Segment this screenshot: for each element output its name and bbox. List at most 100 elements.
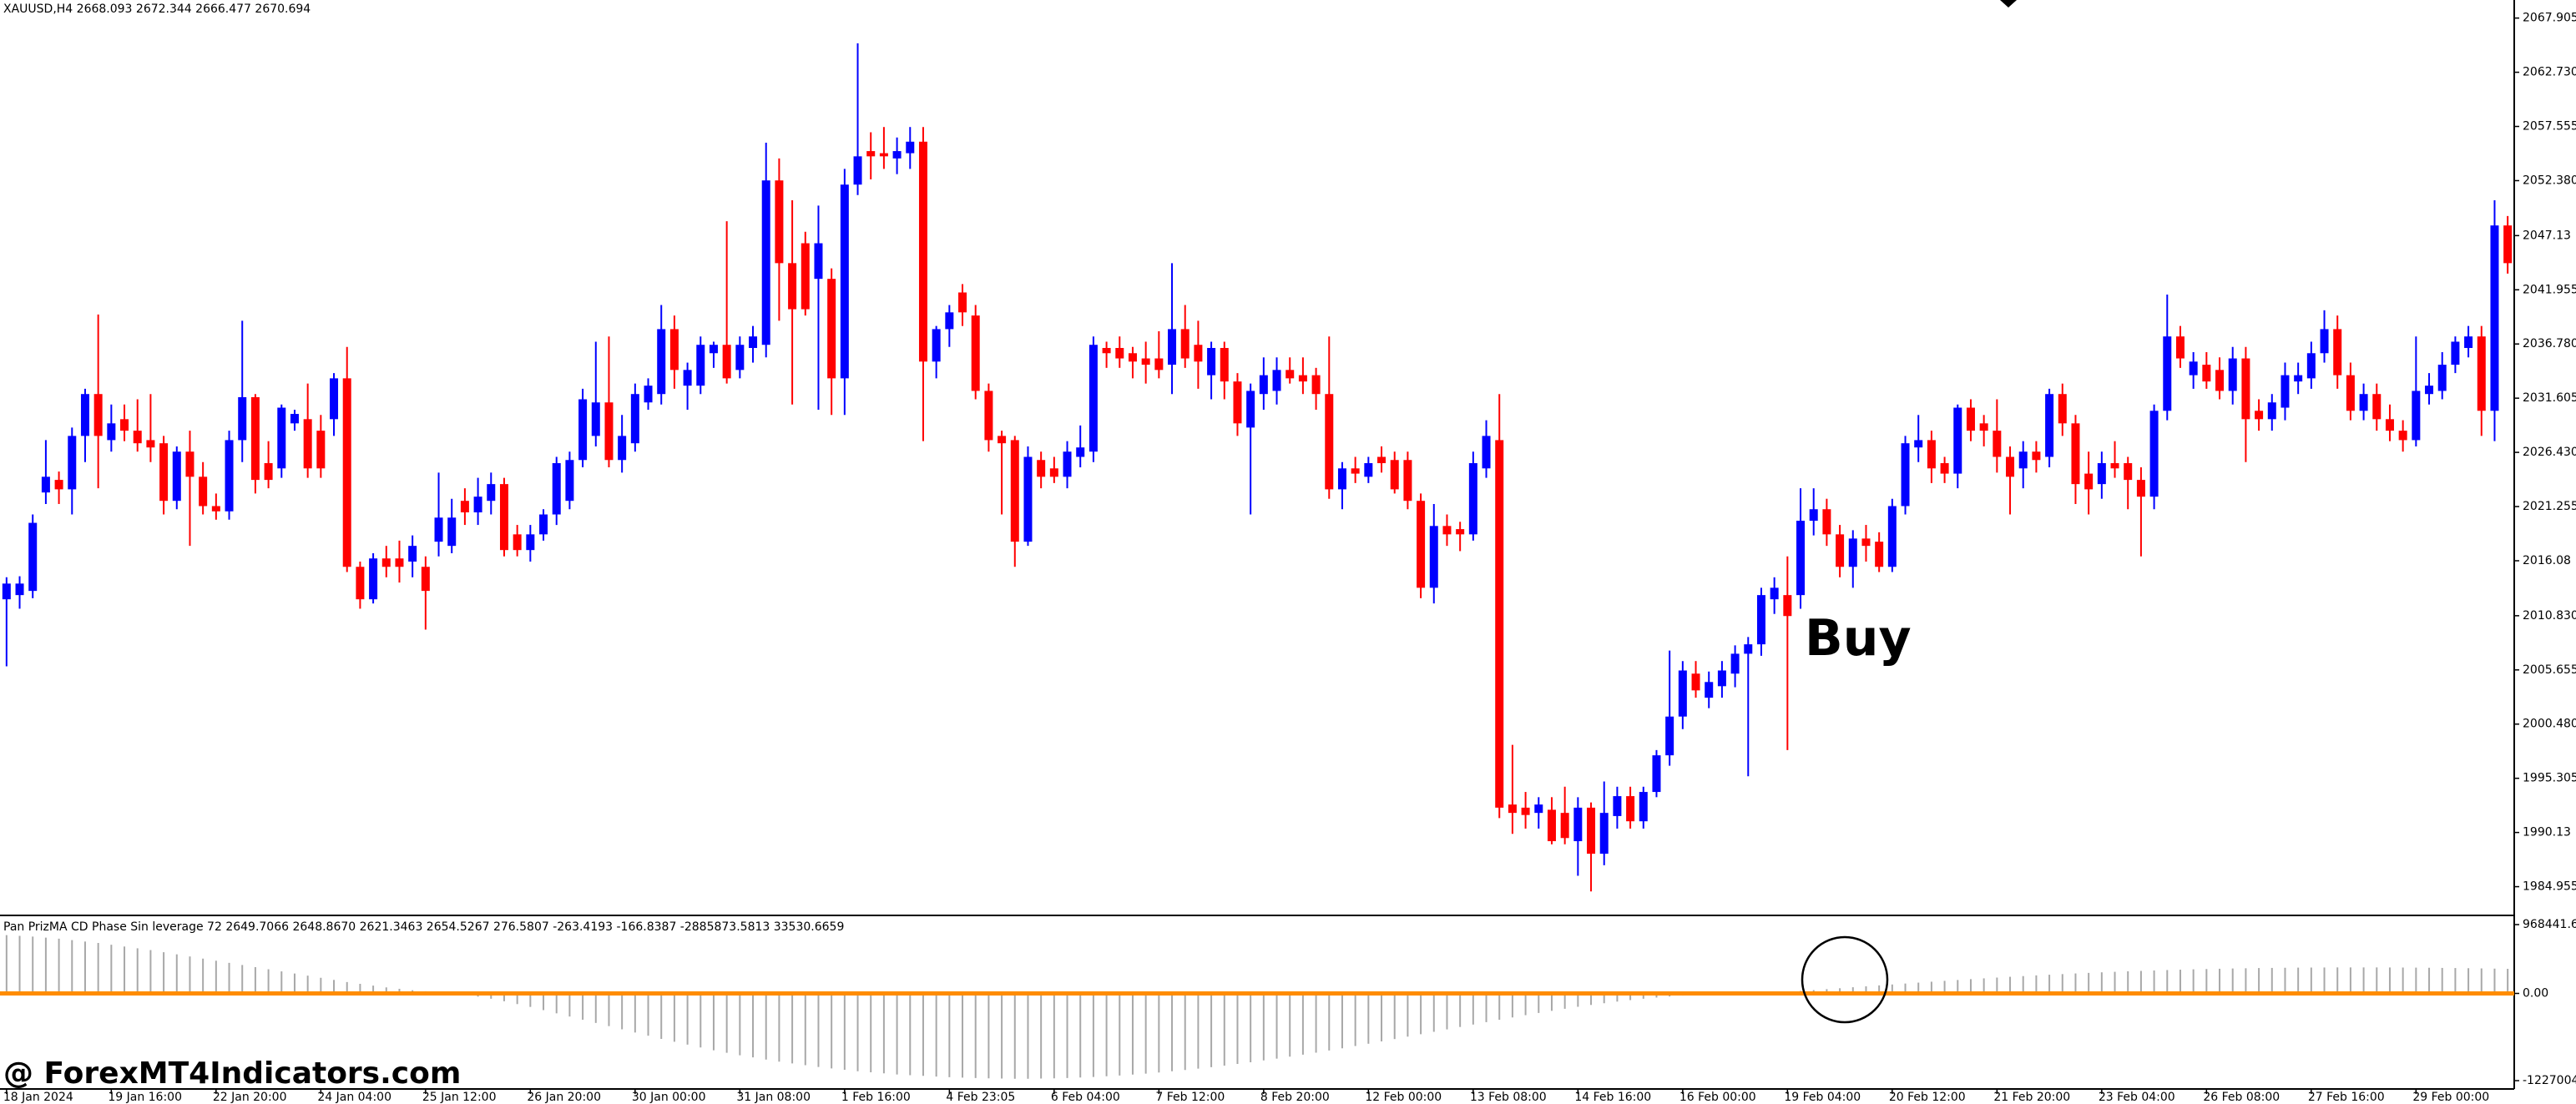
candle-body xyxy=(2,583,11,600)
candle-body xyxy=(513,534,522,551)
candle-body xyxy=(2437,365,2447,391)
candle-body xyxy=(93,394,103,436)
candle-body xyxy=(2306,353,2316,379)
candle-body xyxy=(1180,329,1190,359)
x-tick-label: 4 Feb 23:05 xyxy=(946,1091,1015,1104)
candle-body xyxy=(683,370,692,386)
candle-body xyxy=(2215,370,2225,391)
candle-body xyxy=(1076,447,1085,457)
candle-body xyxy=(264,463,273,481)
candle-body xyxy=(1246,391,1255,428)
candle-body xyxy=(1914,440,1923,448)
candle-body xyxy=(1691,673,1700,691)
candle-body xyxy=(2097,463,2106,485)
x-tick-label: 18 Jan 2024 xyxy=(3,1091,73,1104)
candle-body xyxy=(644,386,653,403)
candle-body xyxy=(879,153,888,157)
candle-body xyxy=(303,419,312,469)
candle-body xyxy=(1953,407,1962,474)
candle-body xyxy=(1717,670,1726,687)
candle-body xyxy=(2032,451,2041,461)
candle-body xyxy=(1626,796,1635,822)
candle-body xyxy=(749,336,758,348)
candle-body xyxy=(369,558,378,600)
y-tick-label: 1990.13 xyxy=(2523,826,2571,839)
candle-body xyxy=(499,484,508,551)
candle-body xyxy=(775,180,784,264)
y-tick-label: 2005.655 xyxy=(2523,663,2576,677)
candle-body xyxy=(2241,358,2250,420)
candle-body xyxy=(578,399,588,461)
candle-body xyxy=(1049,468,1058,477)
candle-body xyxy=(1560,813,1569,839)
candle-body xyxy=(238,396,247,441)
y-tick-label: 1984.955 xyxy=(2523,880,2576,894)
candle-body xyxy=(1088,345,1098,452)
candle-body xyxy=(892,151,902,159)
candle-body xyxy=(2058,394,2067,424)
x-tick-label: 20 Feb 12:00 xyxy=(1889,1091,1966,1104)
x-tick-label: 16 Feb 00:00 xyxy=(1679,1091,1756,1104)
candle-body xyxy=(15,583,24,596)
candle-body xyxy=(918,141,927,362)
candle-body xyxy=(68,436,77,490)
candle-body xyxy=(1285,370,1295,379)
candle-body xyxy=(1168,329,1177,365)
candle-body xyxy=(473,497,482,513)
candle-body xyxy=(1587,807,1596,854)
candle-body xyxy=(1063,451,1072,477)
candle-body xyxy=(1705,682,1714,698)
candle-body xyxy=(669,329,679,371)
candle-body xyxy=(185,451,194,477)
candle-body xyxy=(2359,394,2368,411)
y-tick-label: 2021.255 xyxy=(2523,500,2576,513)
candle-body xyxy=(2084,473,2094,490)
x-tick-label: 23 Feb 04:00 xyxy=(2099,1091,2175,1104)
candle-body xyxy=(853,156,862,185)
candle-body xyxy=(788,263,797,310)
candle-body xyxy=(906,141,915,154)
candle-body xyxy=(434,517,443,542)
candle-body xyxy=(814,243,823,280)
candle-body xyxy=(1940,463,1949,474)
candle-body xyxy=(1993,431,2002,457)
candle-body xyxy=(2451,341,2460,365)
candle-body xyxy=(1325,394,1334,490)
candle-body xyxy=(1836,534,1845,567)
candle-body xyxy=(1037,460,1046,477)
x-tick-label: 8 Feb 20:00 xyxy=(1260,1091,1330,1104)
candle-body xyxy=(2372,394,2382,420)
candle-body xyxy=(932,329,941,362)
candle-body xyxy=(1102,347,1111,354)
candle-body xyxy=(604,402,614,461)
y-tick-label: 2031.605 xyxy=(2523,391,2576,405)
x-tick-label: 30 Jan 00:00 xyxy=(632,1091,706,1104)
x-tick-label: 31 Jan 08:00 xyxy=(736,1091,811,1104)
candle-body xyxy=(971,315,980,391)
candle-body xyxy=(1403,460,1412,502)
candle-body xyxy=(1495,440,1504,808)
candle-body xyxy=(342,378,351,567)
candle-body xyxy=(2202,365,2211,382)
candle-body xyxy=(2477,336,2486,411)
candle-body xyxy=(1010,440,1019,542)
y-tick-label: 2026.430 xyxy=(2523,446,2576,459)
candle-body xyxy=(2124,463,2133,481)
candle-body xyxy=(1141,358,1150,365)
candle-body xyxy=(998,436,1007,444)
candle-body xyxy=(1639,792,1648,822)
y-tick-label: 2052.380 xyxy=(2523,174,2576,187)
candle-body xyxy=(2490,225,2499,411)
candle-body xyxy=(250,396,260,481)
candle-body xyxy=(2398,431,2407,441)
candle-body xyxy=(1613,796,1622,816)
candle-body xyxy=(1390,460,1399,490)
x-tick-label: 25 Jan 12:00 xyxy=(422,1091,497,1104)
candle-body xyxy=(290,414,299,424)
candle-body xyxy=(1547,809,1556,842)
candle-body xyxy=(211,506,220,512)
candle-body xyxy=(630,394,639,444)
candle-body xyxy=(1364,463,1373,477)
candle-body xyxy=(1128,353,1137,362)
x-tick-label: 14 Feb 16:00 xyxy=(1574,1091,1651,1104)
